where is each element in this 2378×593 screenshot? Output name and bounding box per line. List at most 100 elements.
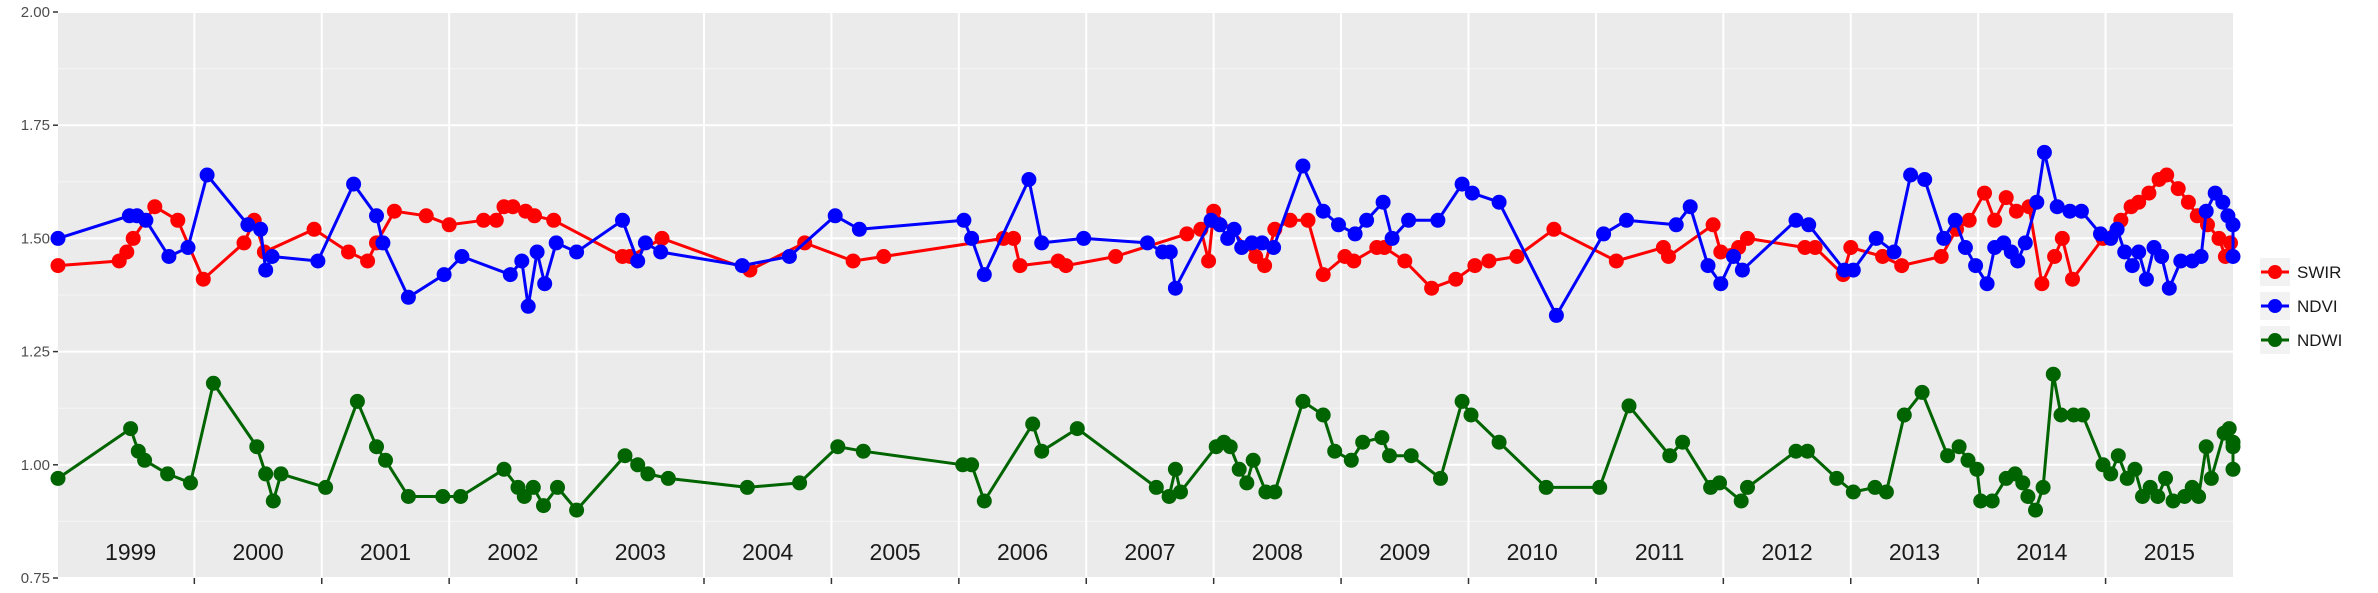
year-label: 2006 bbox=[997, 539, 1048, 565]
swir-point bbox=[1705, 217, 1721, 233]
swir-point bbox=[1661, 249, 1676, 264]
ndvi-point bbox=[1021, 172, 1037, 187]
swir-point bbox=[2054, 230, 2070, 246]
swir-point bbox=[125, 230, 141, 246]
ndvi-point bbox=[2154, 249, 2170, 264]
ndvi-point bbox=[400, 289, 416, 305]
ndvi-point bbox=[2131, 244, 2147, 260]
swir-point bbox=[195, 271, 211, 287]
ndvi-point bbox=[615, 212, 630, 228]
ndvi-point bbox=[310, 253, 326, 269]
ndvi-point bbox=[1734, 262, 1750, 278]
ndwi-point bbox=[1740, 479, 1755, 495]
y-tick-label: 1.50 bbox=[21, 230, 50, 247]
ndvi-point bbox=[1968, 258, 1984, 274]
swir-point bbox=[1933, 249, 1949, 264]
swir-point bbox=[147, 199, 163, 215]
year-label: 2007 bbox=[1124, 539, 1175, 565]
ndwi-point bbox=[1733, 493, 1749, 509]
ndwi-point bbox=[1662, 448, 1678, 464]
ndvi-point bbox=[436, 267, 452, 283]
ndvi-point bbox=[1359, 212, 1375, 228]
ndwi-point bbox=[205, 375, 221, 391]
swir-point bbox=[341, 244, 356, 260]
swir-point bbox=[1108, 249, 1124, 264]
ndwi-point bbox=[123, 421, 139, 437]
ndwi-point bbox=[2150, 489, 2166, 504]
ndvi-point bbox=[1886, 244, 1902, 260]
swir-point bbox=[1201, 253, 1217, 269]
ndvi-point bbox=[1726, 249, 1741, 264]
ndwi-point bbox=[1538, 479, 1554, 495]
swir-point bbox=[1509, 249, 1525, 264]
ndvi-point bbox=[253, 221, 269, 237]
ndwi-point bbox=[1829, 470, 1845, 486]
ndwi-point bbox=[525, 479, 541, 495]
ndwi-point bbox=[249, 439, 265, 455]
swir-point bbox=[876, 249, 892, 264]
ndwi-point bbox=[1896, 407, 1912, 423]
ndvi-point bbox=[1491, 194, 1507, 210]
swir-point bbox=[1807, 240, 1823, 255]
ndwi-point bbox=[2165, 493, 2181, 509]
swir-point bbox=[1448, 271, 1464, 287]
ndwi-point bbox=[1969, 461, 1985, 477]
swir-point bbox=[505, 199, 521, 215]
swir-point bbox=[2034, 276, 2050, 292]
ndvi-point bbox=[1162, 244, 1178, 260]
ndwi-point bbox=[630, 457, 646, 473]
swir-point bbox=[2170, 181, 2186, 197]
ndwi-point bbox=[2225, 461, 2241, 477]
swir-point bbox=[2047, 249, 2063, 264]
ndvi-point bbox=[781, 249, 797, 264]
swir-point bbox=[1998, 190, 2014, 206]
ndwi-point bbox=[265, 493, 281, 509]
ndvi-point bbox=[529, 244, 545, 260]
swir-point bbox=[1987, 212, 2003, 228]
year-label: 2013 bbox=[1889, 539, 1940, 565]
ndwi-point bbox=[258, 466, 274, 482]
ndvi-point bbox=[1212, 217, 1228, 233]
ndwi-point bbox=[2221, 421, 2237, 437]
ndwi-point bbox=[1973, 493, 1989, 509]
ndwi-point bbox=[378, 452, 393, 468]
ndwi-point bbox=[1173, 484, 1188, 500]
ndvi-point bbox=[1076, 230, 1092, 246]
swir-point bbox=[236, 235, 252, 251]
ndvi-point bbox=[2161, 280, 2177, 296]
ndvi-point bbox=[1347, 226, 1363, 242]
ndvi-point bbox=[1957, 240, 1973, 255]
swir-point bbox=[1315, 267, 1331, 283]
year-label: 2011 bbox=[1635, 539, 1684, 565]
legend-label: SWIR bbox=[2297, 263, 2341, 282]
ndvi-point bbox=[502, 267, 518, 283]
ndvi-point bbox=[50, 230, 66, 246]
swir-point bbox=[2141, 185, 2157, 201]
year-label: 2003 bbox=[615, 539, 666, 565]
ndvi-point bbox=[2036, 144, 2052, 160]
ndwi-point bbox=[1267, 484, 1283, 500]
swir-point bbox=[1467, 258, 1483, 274]
ndvi-point bbox=[2029, 194, 2045, 210]
series-ndwi bbox=[50, 366, 2241, 518]
ndwi-point bbox=[2225, 434, 2241, 450]
ndwi-point bbox=[1592, 479, 1608, 495]
ndvi-point bbox=[161, 249, 177, 264]
swir-point bbox=[654, 230, 670, 246]
ndwi-point bbox=[1374, 430, 1390, 446]
ndwi-point bbox=[660, 470, 676, 486]
swir-point bbox=[2131, 194, 2147, 210]
ndvi-point bbox=[1979, 276, 1995, 292]
ndwi-point bbox=[2028, 502, 2043, 518]
swir-point bbox=[1961, 212, 1977, 228]
y-tick-label: 0.75 bbox=[21, 570, 50, 587]
ndvi-point bbox=[264, 249, 280, 264]
swir-point bbox=[386, 203, 402, 219]
swir-point bbox=[360, 253, 376, 269]
ndwi-point bbox=[2053, 407, 2069, 423]
legend-key-point bbox=[2268, 299, 2282, 313]
legend-item-ndvi: NDVI bbox=[2260, 292, 2338, 320]
ndwi-point bbox=[536, 498, 551, 514]
ndvi-point bbox=[1430, 212, 1446, 228]
ndwi-point bbox=[435, 489, 451, 504]
